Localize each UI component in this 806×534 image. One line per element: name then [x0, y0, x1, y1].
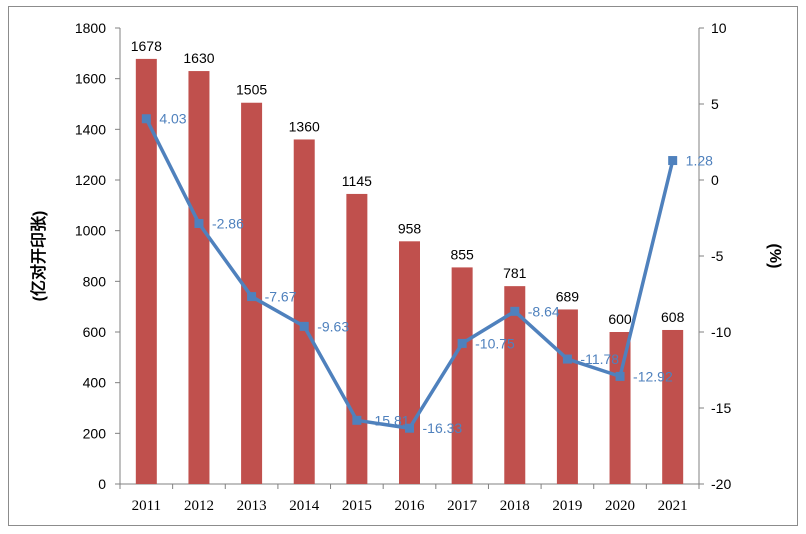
x-tick-label: 2011 [132, 498, 161, 514]
bar-value-label: 1145 [342, 173, 372, 189]
x-tick-label: 2020 [605, 498, 635, 514]
x-tick-label: 2021 [658, 498, 688, 514]
line-marker [352, 415, 362, 425]
left-axis-title: (亿对开印张) [29, 211, 48, 302]
bar-value-label: 600 [608, 311, 632, 327]
bar-value-label: 1678 [131, 38, 162, 54]
bar [135, 58, 157, 484]
line-value-label: -16.33 [423, 420, 463, 436]
left-tick-label: 1800 [75, 20, 106, 36]
bar-value-label: 689 [556, 288, 580, 304]
bar [399, 241, 420, 484]
bar [346, 193, 368, 484]
left-tick-label: 1400 [75, 121, 106, 137]
line-marker [194, 218, 204, 228]
bar-value-label: 608 [661, 309, 685, 325]
left-tick-label: 200 [83, 425, 107, 441]
line-marker [562, 354, 572, 364]
left-tick-label: 1000 [75, 223, 106, 239]
bar [188, 71, 210, 485]
line-marker [299, 321, 309, 331]
x-tick-label: 2016 [395, 498, 426, 514]
left-tick-label: 1200 [75, 172, 106, 188]
right-tick-label: -15 [711, 400, 731, 416]
bar [451, 267, 473, 484]
line-marker [457, 338, 467, 348]
left-tick-label: 1600 [75, 71, 106, 87]
x-tick-label: 2012 [184, 498, 214, 514]
line-marker [247, 292, 257, 302]
line-value-label: -8.64 [528, 303, 560, 319]
bar-value-label: 1360 [289, 118, 320, 134]
bar [556, 309, 578, 484]
line-marker [668, 156, 678, 166]
left-tick-label: 0 [98, 476, 106, 492]
x-tick-label: 2014 [289, 498, 320, 514]
line-value-label: -7.67 [265, 289, 297, 305]
bar-value-label: 855 [450, 246, 474, 262]
x-tick-label: 2018 [500, 498, 530, 514]
line-value-label: -2.86 [212, 215, 244, 231]
bar-value-label: 1505 [236, 82, 267, 98]
right-axis-title: (%) [766, 244, 783, 269]
line-value-label: -15.81 [370, 412, 410, 428]
right-tick-label: 10 [711, 20, 727, 36]
left-tick-label: 600 [83, 324, 107, 340]
bar [504, 286, 526, 484]
right-tick-label: -5 [711, 248, 724, 264]
line-marker [510, 306, 520, 316]
bar-value-label: 781 [503, 265, 527, 281]
line-value-label: -10.75 [475, 335, 515, 351]
x-tick-label: 2017 [447, 498, 478, 514]
line-value-label: -12.92 [633, 368, 673, 384]
bar [293, 139, 315, 484]
bar [609, 332, 631, 484]
bar [662, 329, 684, 484]
x-tick-label: 2015 [342, 498, 372, 514]
right-tick-label: -10 [711, 324, 731, 340]
line-value-label: 1.28 [686, 153, 713, 169]
left-tick-label: 800 [83, 273, 107, 289]
right-tick-label: 0 [711, 172, 719, 188]
line-marker [141, 114, 151, 124]
bar-value-label: 1630 [183, 50, 214, 66]
right-tick-label: -20 [711, 476, 731, 492]
bar-value-label: 958 [398, 220, 422, 236]
line-marker [405, 423, 414, 433]
line-value-label: 4.03 [159, 111, 186, 127]
x-tick-label: 2019 [552, 498, 582, 514]
line-value-label: -9.63 [317, 318, 349, 334]
x-tick-label: 2013 [237, 498, 267, 514]
line-value-label: -11.78 [580, 351, 619, 367]
right-tick-label: 5 [711, 96, 719, 112]
left-tick-label: 400 [83, 375, 107, 391]
line-marker [615, 371, 625, 381]
